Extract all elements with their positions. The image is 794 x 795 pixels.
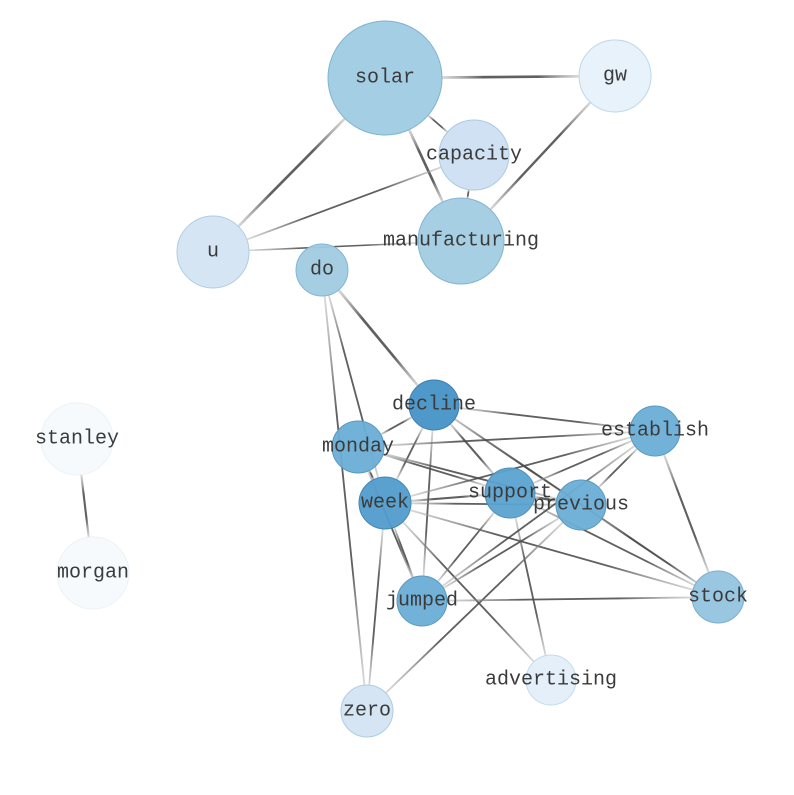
svg-text:solar: solar [355, 67, 415, 90]
svg-text:do: do [310, 259, 334, 282]
svg-text:jumped: jumped [386, 590, 458, 613]
svg-text:capacity: capacity [426, 144, 522, 167]
svg-text:week: week [361, 492, 409, 515]
svg-text:u: u [207, 241, 219, 264]
svg-text:decline: decline [392, 394, 476, 417]
svg-text:stanley: stanley [35, 428, 119, 451]
svg-text:stock: stock [688, 586, 748, 609]
svg-text:zero: zero [343, 700, 391, 723]
svg-text:advertising: advertising [485, 669, 617, 692]
svg-text:morgan: morgan [57, 562, 129, 585]
svg-text:gw: gw [603, 65, 627, 88]
svg-text:previous: previous [533, 494, 629, 517]
svg-text:establish: establish [601, 420, 709, 443]
svg-text:monday: monday [322, 436, 394, 459]
svg-text:manufacturing: manufacturing [383, 230, 539, 253]
